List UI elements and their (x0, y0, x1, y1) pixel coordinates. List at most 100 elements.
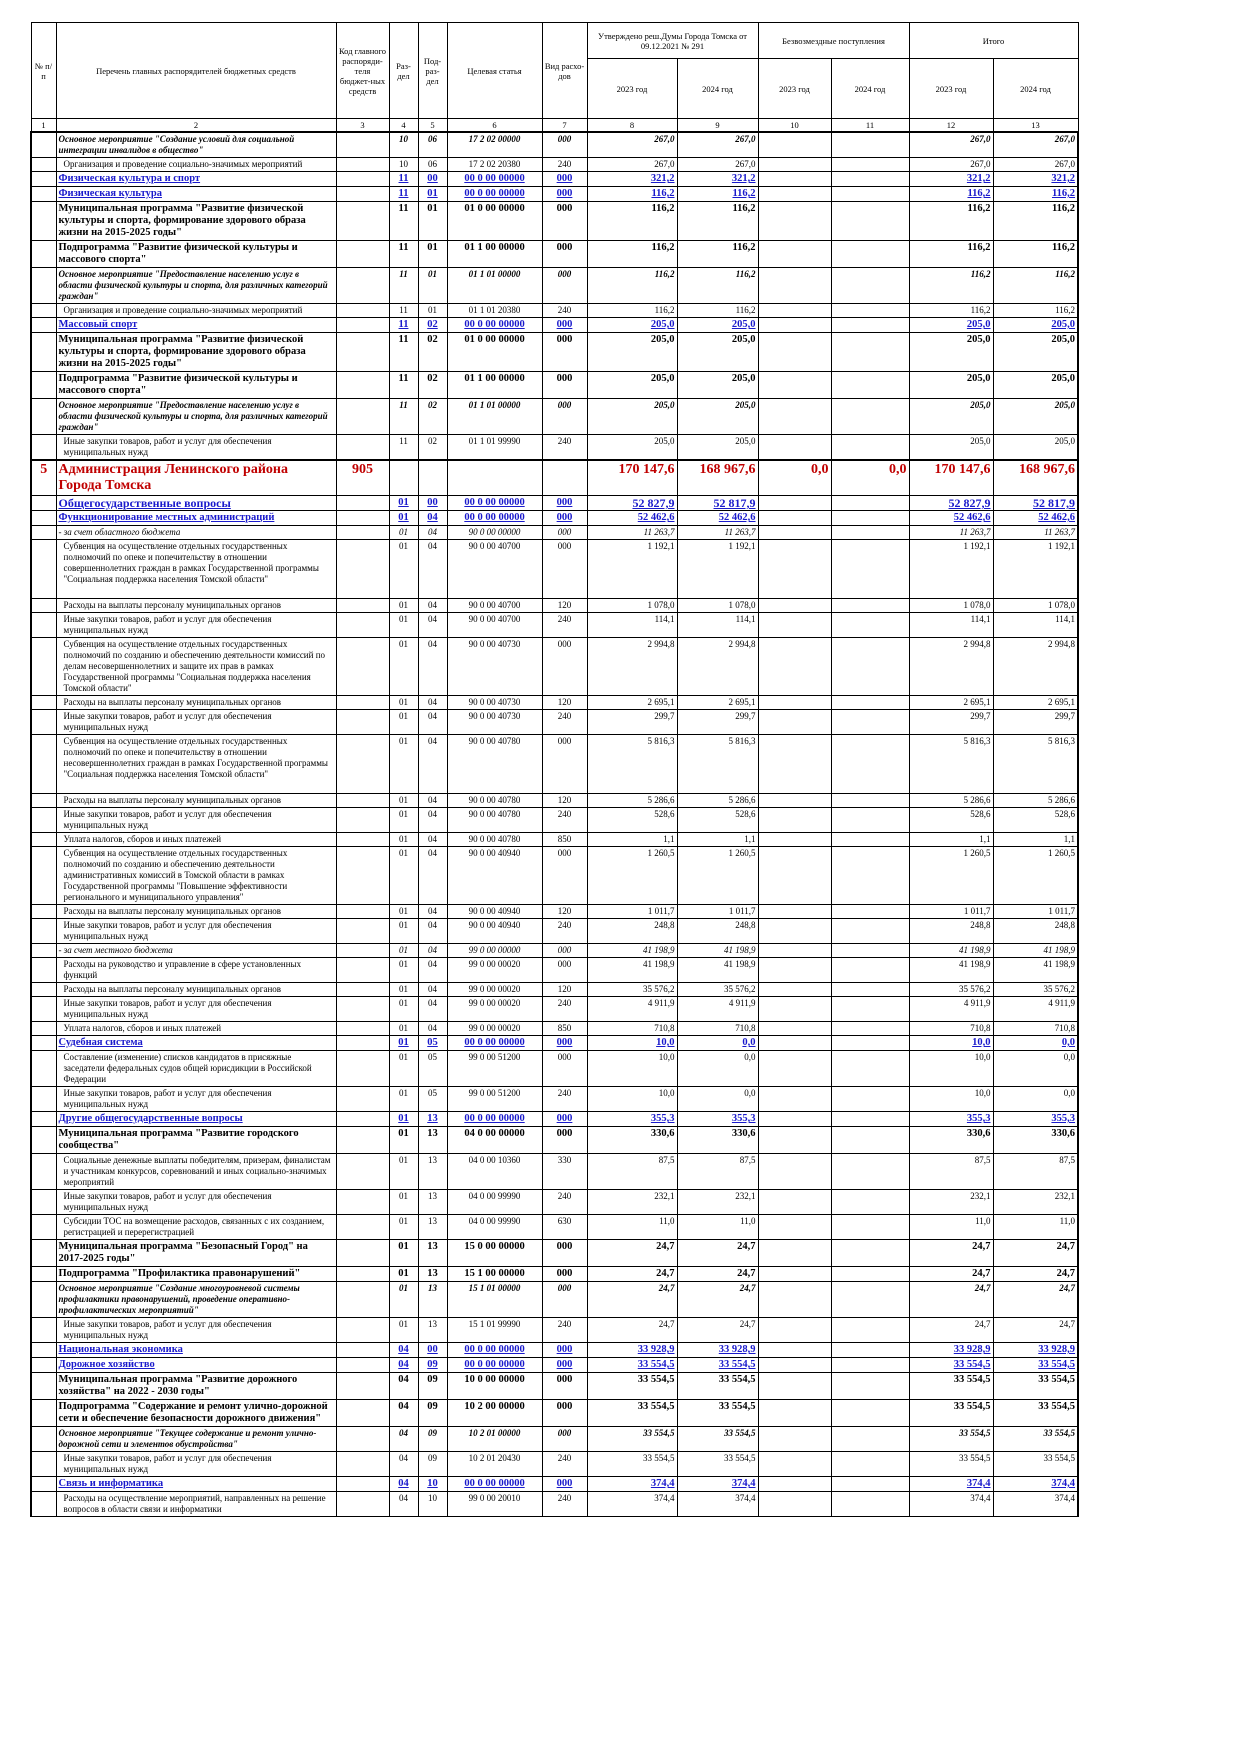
table-cell: 01 (388, 495, 419, 511)
table-cell (830, 171, 910, 187)
table-cell: 000 (541, 332, 588, 372)
table-cell: 01 (388, 1214, 419, 1240)
table-cell: Общегосударственные вопросы (55, 495, 337, 511)
table-cell: 10 (417, 1476, 448, 1492)
table-cell: 116,2 (676, 186, 759, 202)
table-cell: 04 (417, 943, 448, 958)
table-cell (335, 186, 390, 202)
table-cell (757, 434, 832, 461)
table-row: Национальная экономика 04 00 00 0 00 00000 0… (30, 1342, 1080, 1358)
table-cell (30, 1317, 57, 1343)
table-cell (830, 1189, 910, 1215)
table-cell: 33 554,5 (908, 1372, 994, 1400)
table-cell (830, 1111, 910, 1127)
table-cell: 90 0 00 00000 (446, 525, 543, 540)
table-cell: 248,8 (992, 918, 1080, 944)
table-cell: 00 0 00 00000 (446, 1476, 543, 1492)
table-cell: 87,5 (992, 1153, 1080, 1190)
table-row: Уплата налогов, сборов и иных платежей 01… (30, 832, 1080, 847)
table-cell (30, 371, 57, 399)
table-cell (335, 1214, 390, 1240)
table-row: Субвенция на осуществление отдельных гос… (30, 846, 1080, 905)
table-cell (830, 539, 910, 599)
table-cell: 330 (541, 1153, 588, 1190)
table-row: Субсидии ТОС на возмещение расходов, свя… (30, 1214, 1080, 1240)
table-cell: 1 078,0 (992, 598, 1080, 613)
table-cell: 00 0 00 00000 (446, 171, 543, 187)
table-cell: 114,1 (908, 612, 994, 638)
table-cell: 01 (388, 807, 419, 833)
table-cell (335, 1476, 390, 1492)
table-cell (830, 695, 910, 710)
table-cell (335, 240, 390, 268)
table-cell (830, 510, 910, 526)
table-cell: 205,0 (586, 371, 678, 399)
table-cell: 000 (541, 495, 588, 511)
table-cell (757, 982, 832, 997)
table-cell (830, 1281, 910, 1318)
table-cell: 41 198,9 (586, 943, 678, 958)
table-cell: 5 816,3 (586, 734, 678, 794)
table-cell (830, 1239, 910, 1267)
table-row: Основное мероприятие "Создание многоуров… (30, 1281, 1080, 1318)
table-cell (335, 434, 390, 461)
table-cell (757, 186, 832, 202)
table-cell (335, 1035, 390, 1051)
table-cell (335, 495, 390, 511)
table-row: Организация и проведение социально-значи… (30, 303, 1080, 318)
table-cell: 000 (541, 186, 588, 202)
table-cell: 205,0 (992, 317, 1080, 333)
table-row: Расходы на выплаты персоналу муниципальн… (30, 982, 1080, 997)
table-cell: 374,4 (908, 1476, 994, 1492)
table-cell (335, 1189, 390, 1215)
table-cell: 90 0 00 40780 (446, 807, 543, 833)
table-cell: 710,8 (676, 1021, 759, 1036)
table-cell: 5 816,3 (908, 734, 994, 794)
table-cell: 4 911,9 (908, 996, 994, 1022)
table-cell: 1 011,7 (992, 904, 1080, 919)
column-number: 4 (388, 118, 419, 133)
table-cell (830, 734, 910, 794)
table-cell: 205,0 (676, 317, 759, 333)
table-cell (30, 1021, 57, 1036)
table-cell (757, 1317, 832, 1343)
table-row: Иные закупки товаров, работ и услуг для … (30, 1451, 1080, 1477)
table-cell: 120 (541, 982, 588, 997)
table-cell (30, 996, 57, 1022)
table-cell (335, 904, 390, 919)
table-cell: 01 (388, 982, 419, 997)
table-cell (757, 1086, 832, 1112)
table-cell: 17 2 02 00000 (446, 131, 543, 158)
table-cell: 5 816,3 (992, 734, 1080, 794)
table-cell: 330,6 (992, 1126, 1080, 1154)
table-cell: 528,6 (908, 807, 994, 833)
table-cell (757, 996, 832, 1022)
table-cell: 116,2 (908, 201, 994, 241)
table-row: Основное мероприятие "Предоставление нас… (30, 267, 1080, 304)
table-cell: 04 (388, 1372, 419, 1400)
table-cell: 15 1 00 00000 (446, 1266, 543, 1282)
table-cell: 04 (417, 957, 448, 983)
table-cell: 11 (388, 267, 419, 304)
table-cell (830, 1357, 910, 1373)
table-cell: 04 (388, 1476, 419, 1492)
table-cell: Составление (изменение) списков кандидат… (55, 1050, 337, 1087)
table-cell (335, 996, 390, 1022)
table-cell (757, 171, 832, 187)
table-cell (335, 303, 390, 318)
table-cell: 90 0 00 40700 (446, 539, 543, 599)
table-cell: 04 (388, 1342, 419, 1358)
table-cell: 205,0 (676, 398, 759, 435)
table-cell (830, 131, 910, 158)
table-row: Расходы на выплаты персоналу муниципальн… (30, 695, 1080, 710)
table-cell: 99 0 00 20010 (446, 1491, 543, 1517)
column-number: 1 (30, 118, 57, 133)
table-cell (830, 637, 910, 696)
table-cell: 04 (417, 709, 448, 735)
table-cell (335, 398, 390, 435)
table-cell: 374,4 (586, 1476, 678, 1492)
table-cell: 02 (417, 332, 448, 372)
table-cell: 248,8 (586, 918, 678, 944)
table-cell: 1 011,7 (676, 904, 759, 919)
table-cell (30, 1239, 57, 1267)
